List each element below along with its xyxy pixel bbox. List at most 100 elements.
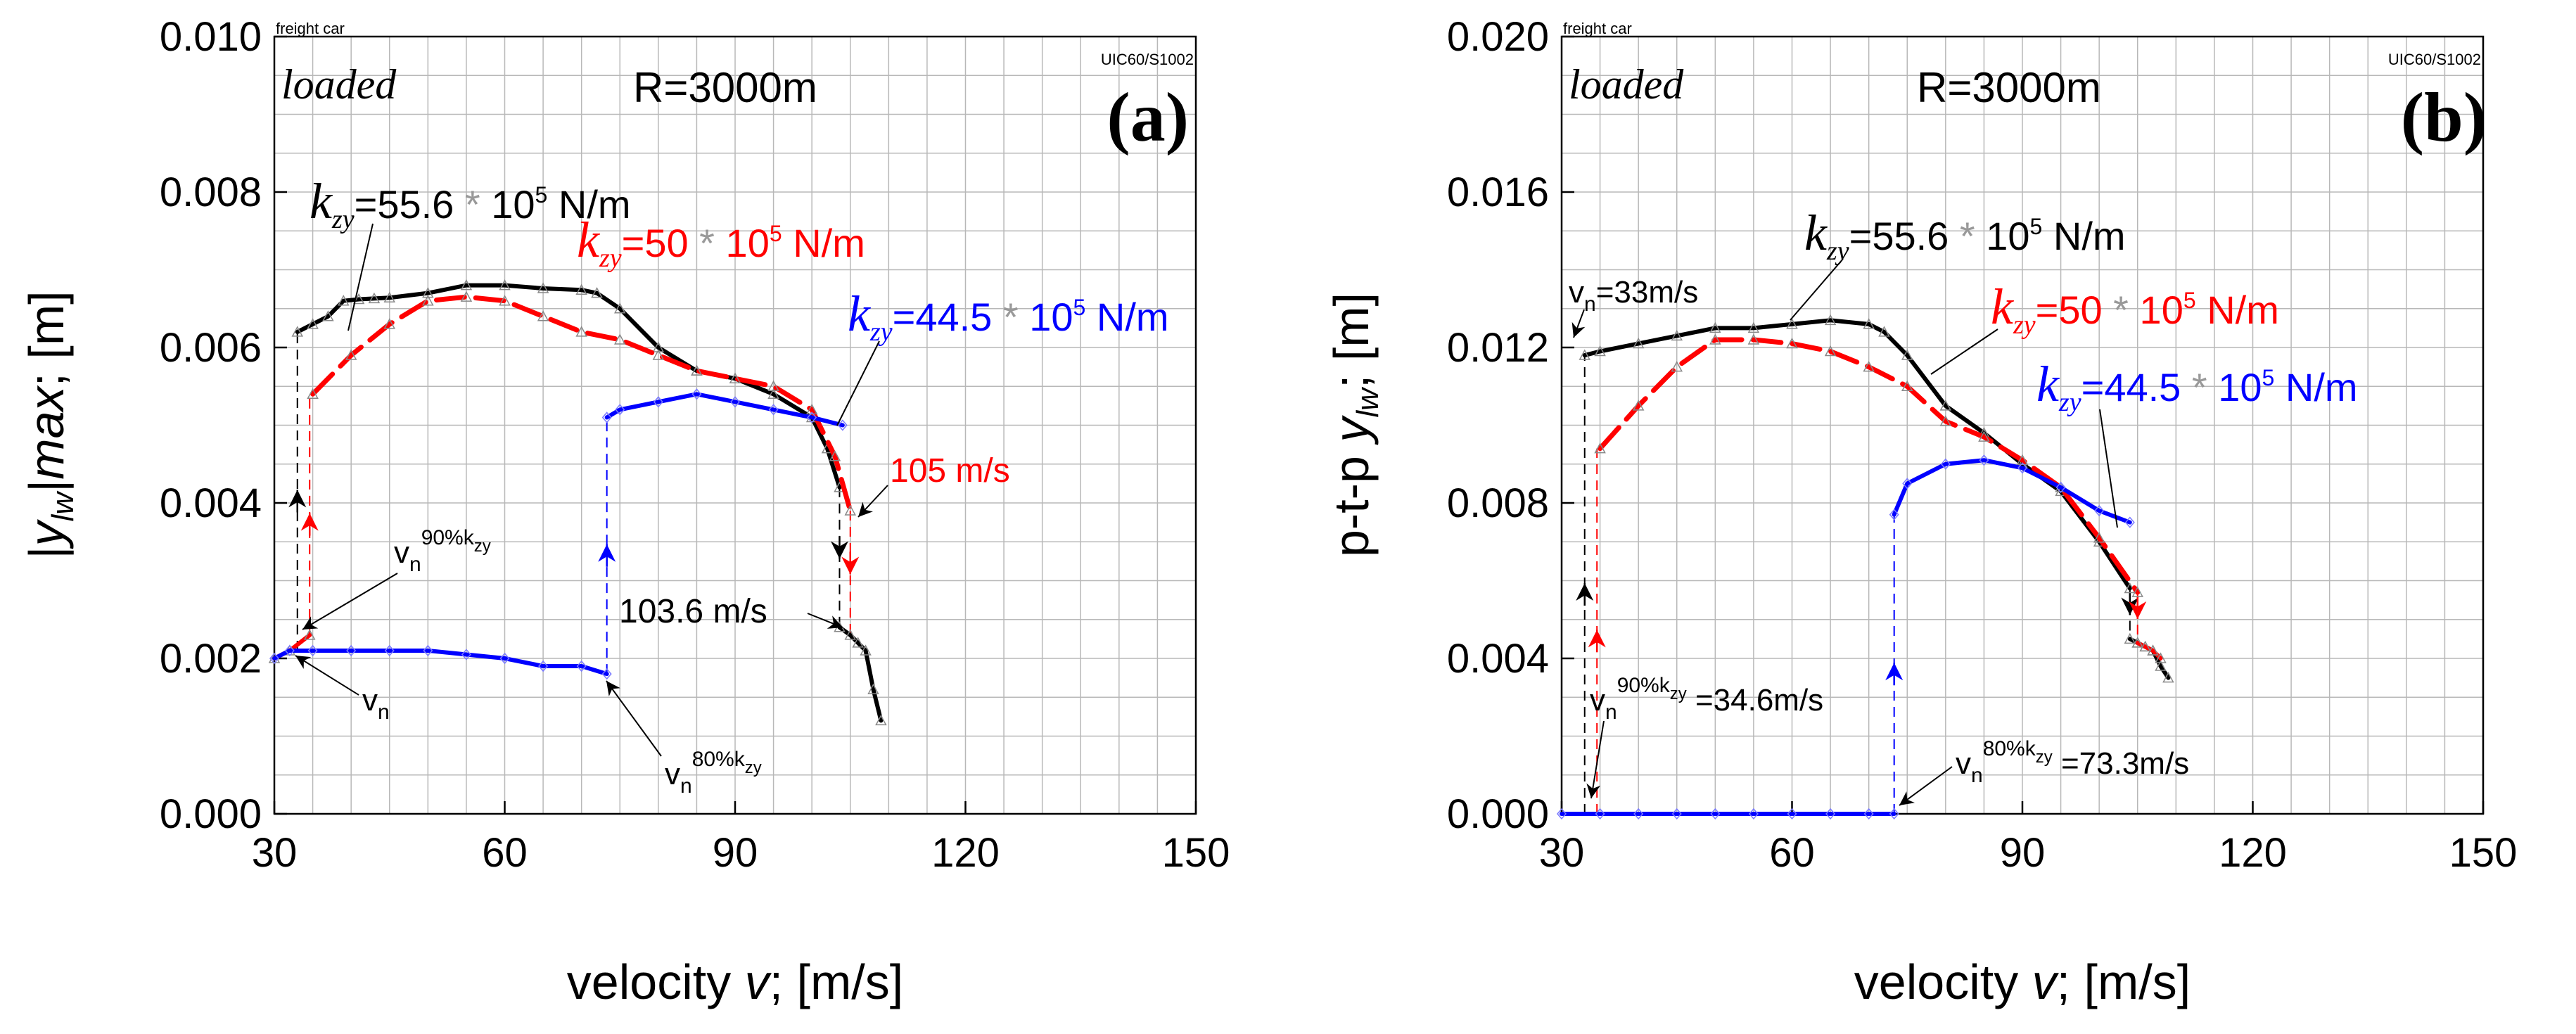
panel-a-data-point <box>422 295 434 306</box>
panel-b-data-point <box>2055 481 2066 494</box>
panel-b-radius: R=3000m <box>1917 64 2101 111</box>
svg-text:kzy=50 * 105 N/m: kzy=50 * 105 N/m <box>1991 279 2279 340</box>
panel-a-xtick-label: 150 <box>1162 830 1230 876</box>
panel-b-data-point <box>1787 808 1797 820</box>
panel-a-vn-leader <box>295 655 359 696</box>
panel-b-xtick-label: 90 <box>2000 830 2046 876</box>
svg-text:kzy=44.5 * 105 N/m: kzy=44.5 * 105 N/m <box>2036 356 2358 417</box>
panel-b-data-point <box>1671 329 1683 341</box>
panel-b-k-blue-label: kzy=44.5 * 105 N/m <box>2036 356 2358 417</box>
panel-b-data-point <box>1786 337 1798 349</box>
panel-a-k-red-label: kzy=50 * 105 N/m <box>577 212 865 273</box>
panel-a-data-point <box>322 310 334 321</box>
panel-b-data-point <box>2017 462 2027 474</box>
panel-b-data-point <box>1863 361 1875 372</box>
panel-a-data-point <box>829 450 841 461</box>
panel-b-data-point <box>1579 349 1591 360</box>
panel-b-ytick-label: 0.000 <box>1447 791 1549 837</box>
panel-b-data-point <box>1824 345 1837 357</box>
panel-b-data-point <box>1786 318 1798 329</box>
panel-b-data-point <box>1901 380 1913 391</box>
panel-a-data-point <box>807 411 817 423</box>
panel-b-data-point <box>1709 321 1721 333</box>
panel-a-label: (a) <box>1107 78 1189 156</box>
panel-a-radius: R=3000m <box>633 64 817 111</box>
panel-b-ylabel: p-t-p ylw; [m] <box>1324 293 1385 557</box>
panel-a-data-point <box>615 404 625 416</box>
panel-a-data-point <box>499 279 511 291</box>
panel-b-data-point <box>1632 337 1645 349</box>
panel-b-data-point <box>1878 326 1890 337</box>
panel-b-data-point <box>1671 361 1683 372</box>
panel-b-xtick-label: 120 <box>2219 830 2287 876</box>
panel-a-data-point <box>767 388 779 400</box>
panel-a-xlabel: velocity v; [m/s] <box>567 955 903 1009</box>
panel-a-data-point <box>601 411 612 423</box>
panel-b-vn33-leader <box>1571 309 1586 338</box>
panel-a-ticks: 30 60 90 120 150 0.000 0.002 0.004 0.006 0.008 0.0… <box>160 14 1230 876</box>
panel-b-data-point <box>1710 808 1721 820</box>
panel-b-series-line <box>1598 337 2141 595</box>
panel-b: 30 60 90 120 150 0.000 0.004 0.008 0.012 0.016 0.0… <box>1324 14 2517 1009</box>
panel-a-data-point <box>384 644 395 657</box>
panel-b-series-line <box>1892 458 2132 525</box>
panel-b-data-point <box>1557 808 1567 820</box>
panel-a-data-point <box>307 318 319 329</box>
panel-a-data-point <box>837 419 848 431</box>
panel-a-data-point <box>652 341 665 352</box>
panel-b-vn90-label: vn90%kzy =34.6m/s <box>1590 674 1823 724</box>
panel-b-data-point <box>2155 652 2167 663</box>
panel-b-data-point <box>2139 640 2151 652</box>
svg-text:vn: vn <box>362 683 390 724</box>
panel-a-data-point <box>537 282 549 293</box>
panel-a-xtick-label: 30 <box>252 830 298 876</box>
panel-b-ytick-label: 0.004 <box>1447 636 1549 682</box>
panel-a-k-blue-leader <box>836 340 880 426</box>
panel-a-data-point <box>345 349 357 360</box>
panel-a-vn80-leader <box>606 680 662 757</box>
panel-a-data-point <box>691 388 702 400</box>
panel-b-corner-left: freight car <box>1563 20 1632 37</box>
panel-b-ticks: 30 60 90 120 150 0.000 0.004 0.008 0.012 0.016 0.0… <box>1447 14 2518 876</box>
panel-a-condition: loaded <box>281 61 397 108</box>
panel-b-vn80-leader <box>1899 766 1953 806</box>
panel-b-data-point <box>1825 808 1836 820</box>
panel-a-data-point <box>576 660 587 672</box>
panel-a-xtick-label: 90 <box>713 830 758 876</box>
panel-a-data-point <box>653 396 663 408</box>
panel-b-data-point <box>1978 430 1990 442</box>
panel-b-data-point <box>1594 345 1606 357</box>
panel-b-series <box>1557 314 2174 820</box>
panel-a-data-point <box>844 629 857 640</box>
svg-text:kzy=50 * 105 N/m: kzy=50 * 105 N/m <box>577 212 865 273</box>
panel-a-ytick-label: 0.002 <box>160 636 262 682</box>
panel-b-condition: loaded <box>1569 61 1684 108</box>
panel-b-ytick-label: 0.012 <box>1447 325 1549 371</box>
panel-b-data-point <box>2131 637 2144 648</box>
panel-a-data-point <box>767 380 779 391</box>
panel-a-k-blue-label: kzy=44.5 * 105 N/m <box>848 286 1169 347</box>
panel-b-data-point <box>2131 586 2144 597</box>
panel-a-vn80-label: vn80%kzy <box>665 748 762 798</box>
panel-a-data-point <box>303 629 316 640</box>
panel-b-data-point <box>1863 808 1874 820</box>
panel-a-label-1036: 103.6 m/s <box>619 593 767 630</box>
panel-a-label-105: 105 m/s <box>890 452 1010 490</box>
panel-b-data-point <box>2155 660 2167 671</box>
panel-b-ytick-label: 0.008 <box>1447 480 1549 526</box>
panel-a-data-point <box>805 403 818 415</box>
panel-a-ytick-label: 0.008 <box>160 170 262 215</box>
svg-text:vn90%kzy: vn90%kzy <box>394 526 491 576</box>
panel-a-grid <box>274 36 1197 815</box>
panel-a-data-point <box>729 372 741 383</box>
panel-b-data-point <box>2094 504 2105 517</box>
svg-text:kzy=55.6 * 105 N/m: kzy=55.6 * 105 N/m <box>310 173 631 234</box>
panel-b-vn80-label: vn80%kzy =73.3m/s <box>1956 737 2189 787</box>
panel-a-k-black-label: kzy=55.6 * 105 N/m <box>310 173 631 234</box>
panel-b-ytick-label: 0.016 <box>1447 170 1549 215</box>
panel-a-xtick-label: 120 <box>931 830 1000 876</box>
panel-b-data-point <box>1889 808 1899 820</box>
panel-b-xlabel: velocity v; [m/s] <box>1854 955 2191 1009</box>
panel-a-data-point <box>307 388 319 400</box>
